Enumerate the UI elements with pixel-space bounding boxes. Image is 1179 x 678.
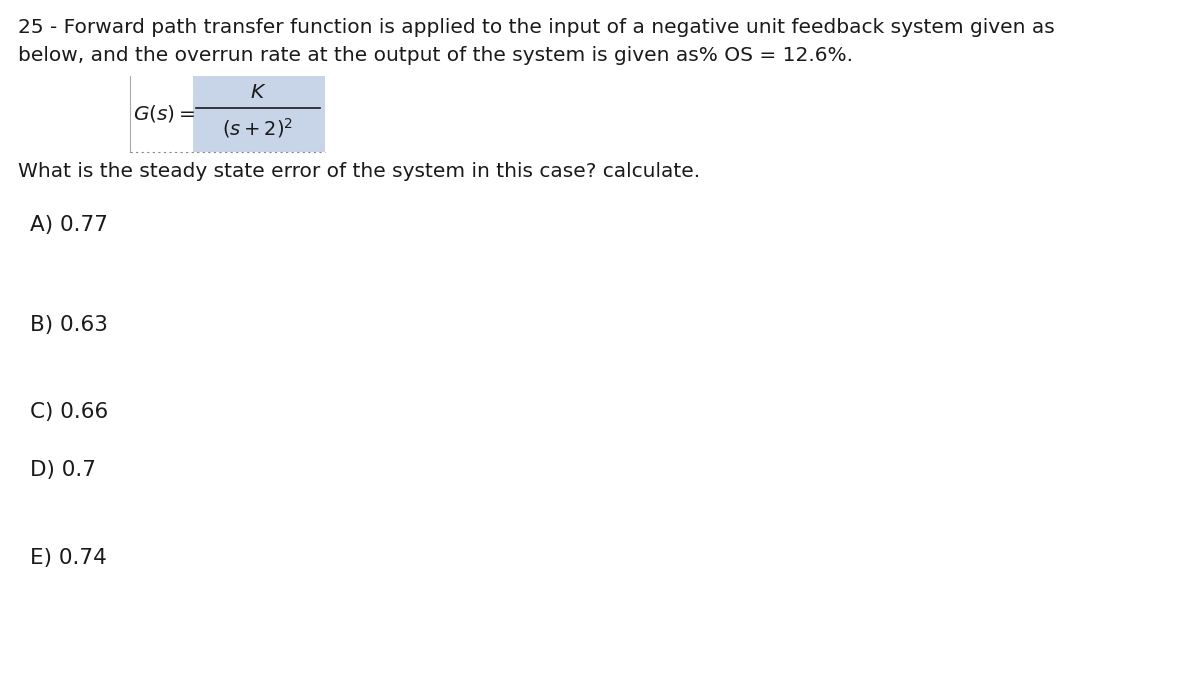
Bar — [193, 76, 325, 152]
Text: C) 0.66: C) 0.66 — [29, 402, 108, 422]
Text: E) 0.74: E) 0.74 — [29, 548, 107, 568]
Text: B) 0.63: B) 0.63 — [29, 315, 107, 335]
Text: 25 - Forward path transfer function is applied to the input of a negative unit f: 25 - Forward path transfer function is a… — [18, 18, 1055, 37]
Text: below, and the overrun rate at the output of the system is given as% OS = 12.6%.: below, and the overrun rate at the outpu… — [18, 46, 852, 65]
Text: $G(s) =$: $G(s) =$ — [133, 102, 196, 123]
Text: $K$: $K$ — [250, 83, 266, 102]
Text: A) 0.77: A) 0.77 — [29, 215, 108, 235]
Text: What is the steady state error of the system in this case? calculate.: What is the steady state error of the sy… — [18, 162, 700, 181]
Text: D) 0.7: D) 0.7 — [29, 460, 95, 480]
Text: $(s + 2)^2$: $(s + 2)^2$ — [223, 116, 294, 140]
